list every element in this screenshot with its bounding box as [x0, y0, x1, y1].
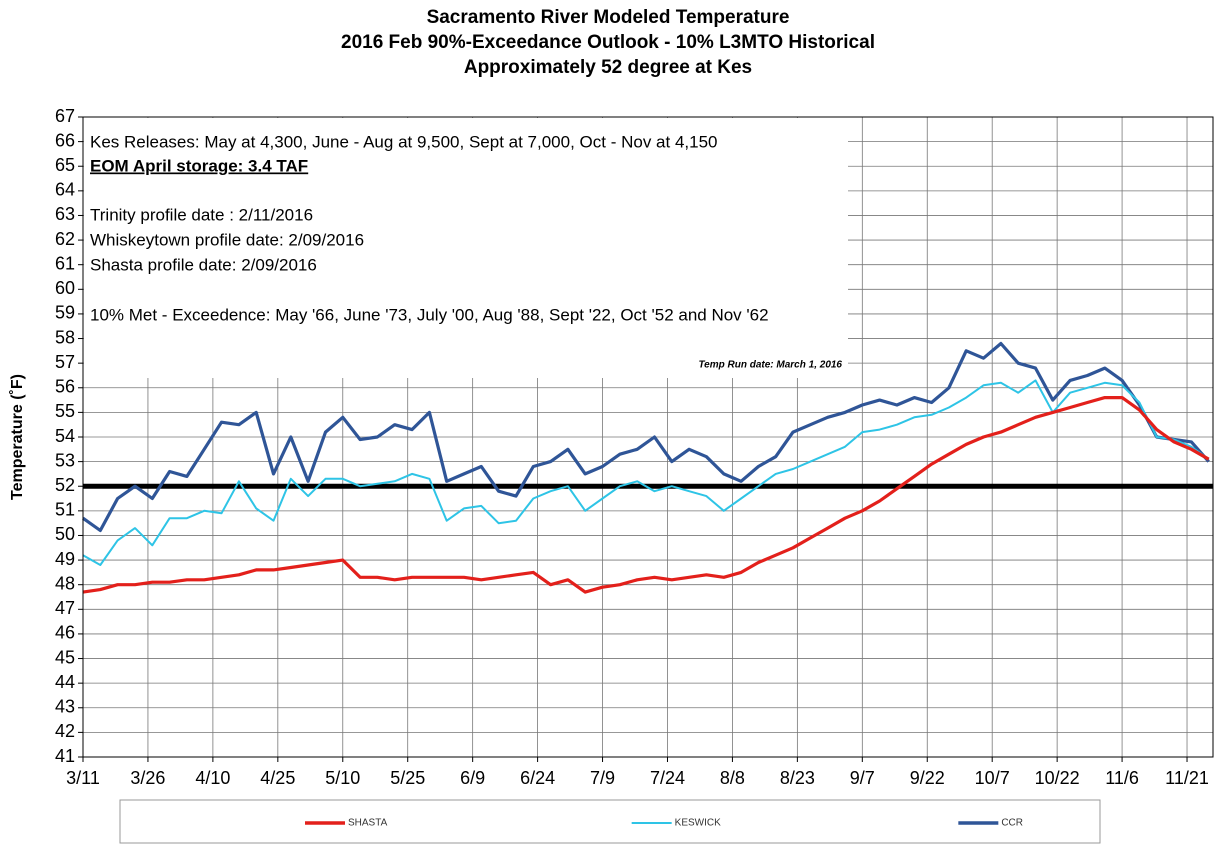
y-tick-label: 59	[55, 303, 75, 323]
plot-border	[82, 116, 1214, 758]
annotation: 10% Met - Exceedence: May '66, June '73,…	[90, 305, 769, 324]
annotation: Shasta profile date: 2/09/2016	[90, 255, 317, 274]
series-line	[82, 341, 1210, 533]
y-tick-label: 52	[55, 475, 75, 495]
x-tick-label: 5/25	[390, 768, 425, 788]
series-line	[82, 396, 1210, 594]
x-tick-label: 3/11	[66, 768, 100, 788]
y-tick-label: 65	[55, 155, 75, 175]
x-tick-label: 9/22	[910, 768, 945, 788]
y-tick-label: 66	[55, 130, 75, 150]
x-tick-label: 11/21	[1165, 768, 1209, 788]
y-tick-label: 62	[55, 229, 75, 249]
x-tick-label: 3/26	[130, 768, 165, 788]
plot-marks	[82, 341, 1213, 594]
y-tick-label: 51	[55, 500, 75, 520]
legend-label: SHASTA	[348, 818, 388, 829]
annotation: EOM April storage: 3.4 TAF	[90, 156, 308, 175]
y-tick-label: 61	[55, 253, 75, 273]
y-tick-label: 47	[55, 598, 75, 618]
y-tick-label: 49	[55, 549, 75, 569]
y-tick-label: 60	[55, 278, 75, 298]
x-tick-label: 9/7	[850, 768, 875, 788]
y-tick-label: 58	[55, 327, 75, 347]
annotation: Whiskeytown profile date: 2/09/2016	[90, 230, 364, 249]
x-tick-label: 5/10	[325, 768, 360, 788]
x-tick-label: 10/22	[1035, 768, 1080, 788]
y-tick-label: 41	[55, 746, 75, 766]
x-tick-label: 7/24	[650, 768, 685, 788]
legend: SHASTA KESWICK CCR	[305, 818, 1023, 829]
y-tick-label: 46	[55, 623, 75, 643]
x-tick-label: 10/7	[975, 768, 1010, 788]
y-tick-label: 55	[55, 401, 75, 421]
x-tick-label: 4/10	[195, 768, 230, 788]
y-tick-label: 56	[55, 377, 75, 397]
grid	[78, 116, 1213, 762]
legend-label: KESWICK	[675, 818, 721, 829]
chart-subtitle: 2016 Feb 90%-Exceedance Outlook - 10% L3…	[341, 32, 875, 53]
y-tick-label: 63	[55, 204, 75, 224]
y-tick-label: 42	[55, 721, 75, 741]
chart-subtitle: Approximately 52 degree at Kes	[464, 57, 752, 78]
annotation: Temp Run date: March 1, 2016	[698, 360, 842, 371]
x-tick-label: 6/9	[460, 768, 485, 788]
y-tick-label: 50	[55, 524, 75, 544]
x-tick-label: 7/9	[590, 768, 615, 788]
y-tick-label: 57	[55, 352, 75, 372]
legend-box	[119, 799, 1101, 844]
x-tick-label: 8/23	[780, 768, 815, 788]
y-tick-label: 53	[55, 450, 75, 470]
y-tick-label: 64	[55, 180, 75, 200]
y-tick-label: 54	[55, 426, 75, 446]
y-axis-title: Temperature (˚F)	[9, 374, 26, 500]
x-tick-label: 11/6	[1105, 768, 1139, 788]
annotation: Trinity profile date : 2/11/2016	[90, 205, 313, 224]
y-tick-label: 44	[55, 672, 75, 692]
legend-label: CCR	[1001, 818, 1023, 829]
annotation: Kes Releases: May at 4,300, June - Aug a…	[90, 132, 718, 151]
chart-title: Sacramento River Modeled Temperature	[427, 7, 790, 28]
y-tick-label: 45	[55, 647, 75, 667]
x-tick-label: 4/25	[260, 768, 295, 788]
annotation-box	[84, 118, 848, 378]
x-tick-label: 6/24	[520, 768, 555, 788]
y-tick-label: 43	[55, 697, 75, 717]
x-tick-label: 8/8	[720, 768, 745, 788]
y-tick-label: 48	[55, 573, 75, 593]
series-line	[82, 379, 1210, 566]
y-tick-label: 67	[55, 106, 75, 126]
